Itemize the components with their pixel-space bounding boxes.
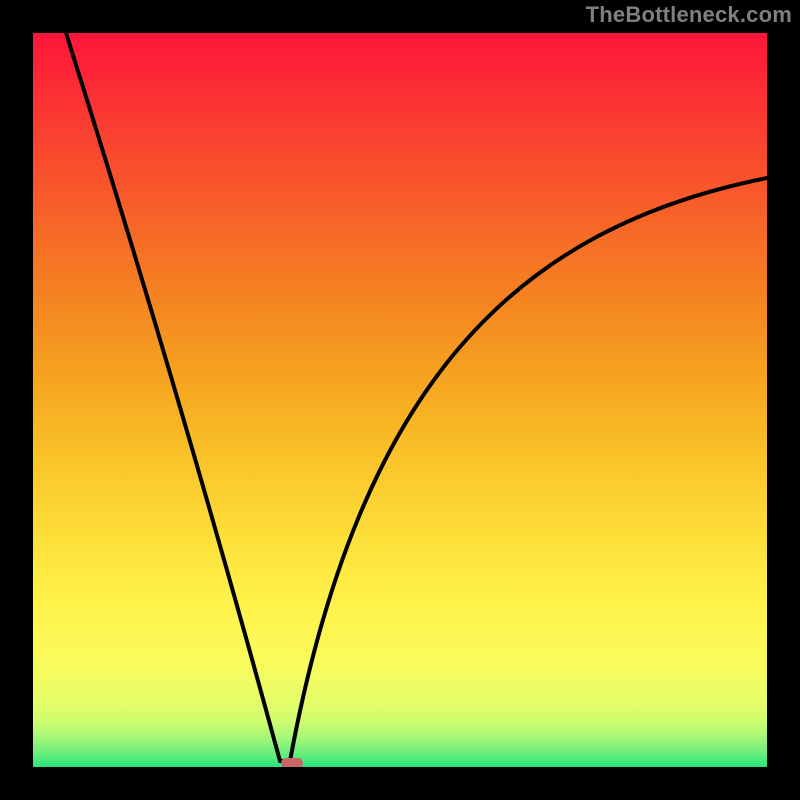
watermark-text: TheBottleneck.com bbox=[586, 2, 792, 28]
plot-svg bbox=[33, 33, 767, 767]
canvas: TheBottleneck.com bbox=[0, 0, 800, 800]
gradient-background bbox=[33, 33, 767, 767]
optimum-marker bbox=[281, 758, 303, 767]
plot-area bbox=[33, 33, 767, 767]
